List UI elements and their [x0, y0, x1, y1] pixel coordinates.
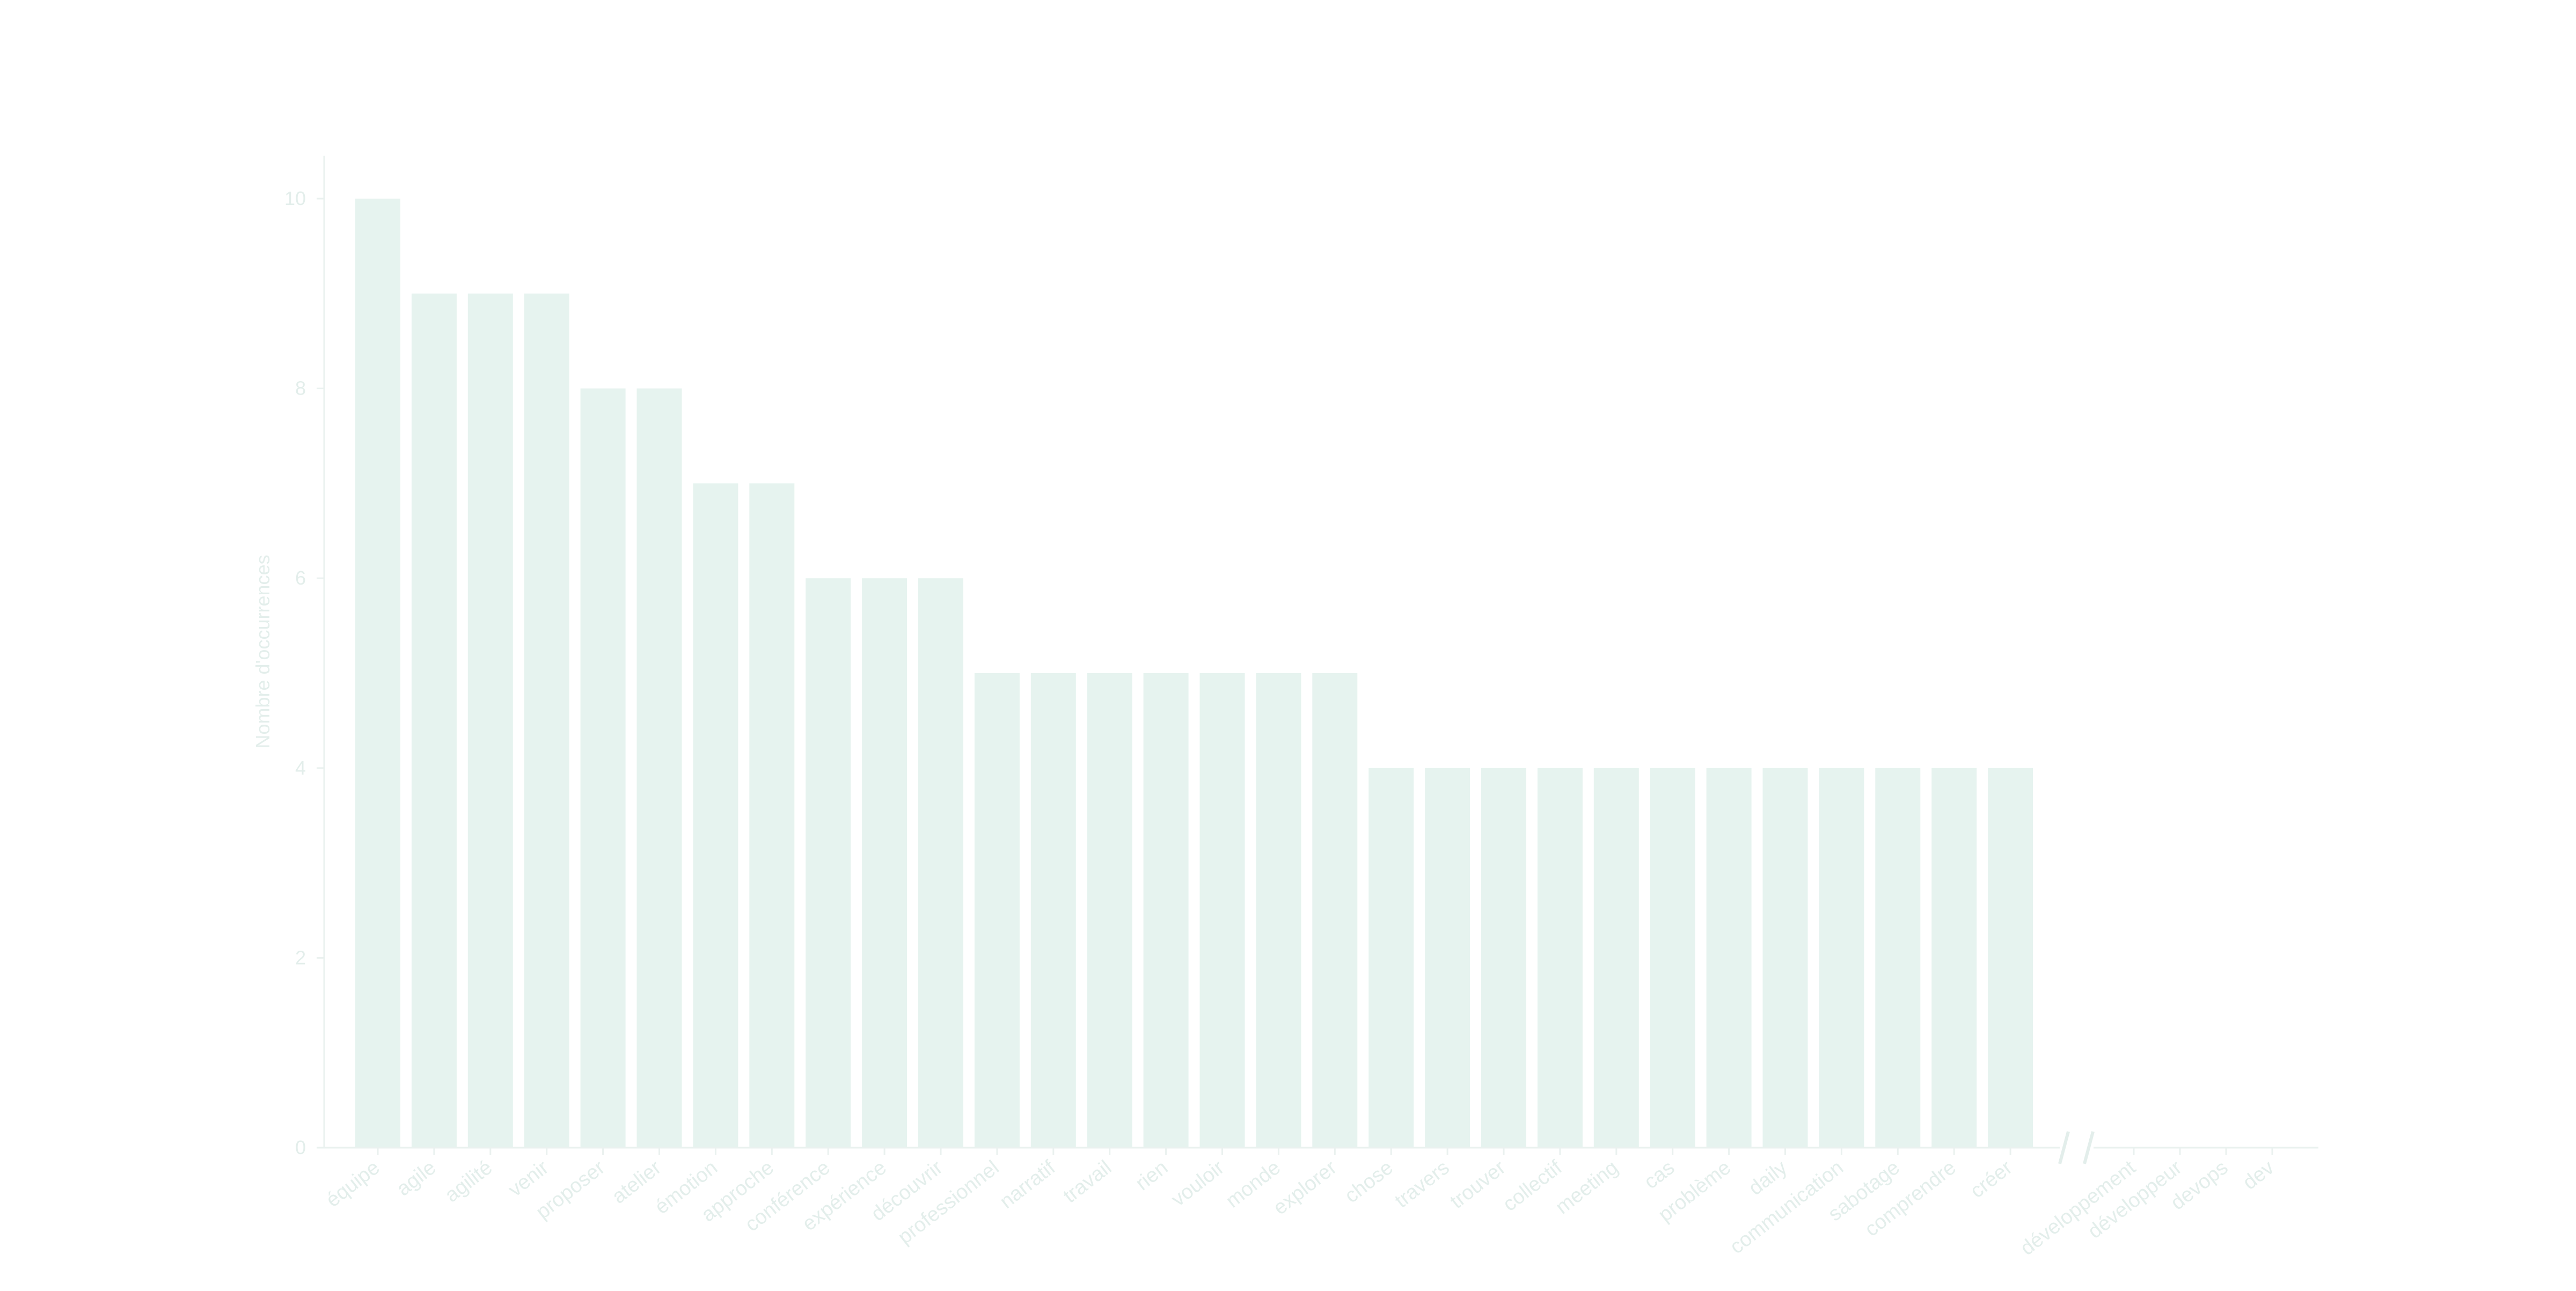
x-category-label: travers	[1391, 1156, 1453, 1213]
x-category-label: travail	[1059, 1156, 1116, 1208]
bar-7	[749, 483, 795, 1148]
x-category-label: dev	[2238, 1156, 2278, 1194]
bar-18	[1368, 768, 1414, 1148]
y-tick-label: 8	[295, 377, 306, 399]
y-tick-label: 10	[284, 187, 306, 209]
bar-10	[918, 578, 963, 1148]
bar-2	[467, 293, 513, 1148]
bar-26	[1819, 768, 1864, 1148]
bars	[355, 199, 2033, 1148]
bar-20	[1481, 768, 1526, 1148]
x-category-label: daily	[1745, 1156, 1791, 1200]
bar-25	[1762, 768, 1808, 1148]
x-category-label: meeting	[1552, 1156, 1622, 1219]
bar-8	[806, 578, 851, 1148]
bar-4	[580, 388, 626, 1148]
axes	[323, 156, 2318, 1164]
bar-3	[524, 293, 569, 1148]
bar-5	[636, 388, 682, 1148]
x-category-label: rien	[1131, 1156, 1172, 1195]
bar-12	[1030, 673, 1076, 1148]
bar-1	[411, 293, 457, 1148]
bar-11	[974, 673, 1020, 1148]
y-axis-ticks: 0 2 4 6 8 10	[284, 187, 324, 1158]
x-category-label: explorer	[1269, 1156, 1341, 1220]
x-category-label: agilité	[441, 1156, 496, 1207]
bar-14	[1143, 673, 1189, 1148]
x-category-label: agile	[392, 1156, 440, 1201]
bar-0	[355, 199, 400, 1148]
y-tick-label: 0	[295, 1136, 306, 1158]
bar-29	[1988, 768, 2033, 1148]
y-axis-title: Nombre d'occurrences	[252, 555, 274, 748]
y-tick-label: 4	[295, 757, 306, 779]
x-axis-ticks	[377, 1148, 2273, 1155]
x-axis-labels: équipe agile agilité venirproposeratelierém…	[322, 1156, 2279, 1260]
bar-23	[1650, 768, 1695, 1148]
bar-9	[862, 578, 908, 1148]
y-tick-label: 6	[295, 567, 306, 589]
x-category-label: équipe	[322, 1156, 384, 1212]
bar-15	[1199, 673, 1245, 1148]
axis-break-mark-right	[2083, 1131, 2095, 1164]
bar-22	[1593, 768, 1639, 1148]
x-category-label: vouloir	[1167, 1156, 1228, 1211]
bar-16	[1256, 673, 1301, 1148]
bar-17	[1312, 673, 1358, 1148]
x-category-label: chose	[1341, 1156, 1397, 1208]
y-tick-label: 2	[295, 946, 306, 968]
bar-28	[1931, 768, 1977, 1148]
x-category-label: trouver	[1446, 1156, 1510, 1213]
bar-6	[693, 483, 738, 1148]
bar-21	[1537, 768, 1583, 1148]
bar-27	[1875, 768, 1921, 1148]
bar-13	[1087, 673, 1132, 1148]
x-category-label: créer	[1966, 1156, 2017, 1203]
bar-24	[1706, 768, 1752, 1148]
axis-break-mark-left	[2058, 1131, 2070, 1164]
x-category-label: narratif	[996, 1156, 1059, 1213]
x-category-label: cas	[1640, 1156, 1679, 1194]
bar-19	[1425, 768, 1470, 1148]
